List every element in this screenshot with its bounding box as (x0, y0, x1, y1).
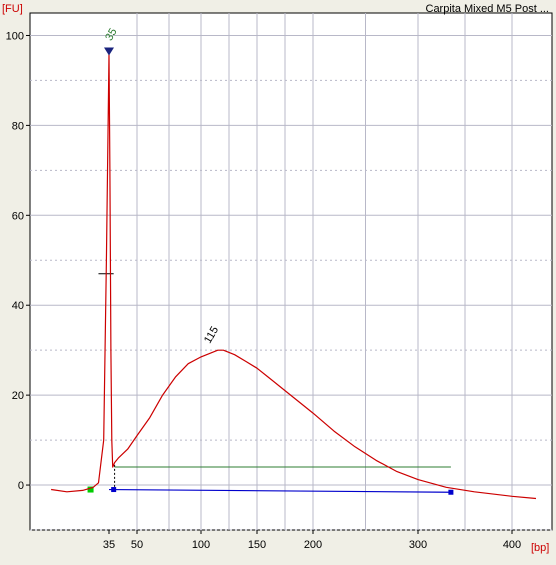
grid-lines (30, 13, 552, 531)
y-tick-label: 20 (12, 390, 24, 402)
peak-label: 35 (103, 26, 120, 43)
x-tick-label: 200 (304, 539, 322, 551)
y-tick-label: 100 (6, 30, 24, 42)
peak-marker-triangle (104, 47, 114, 56)
x-tick-label: 150 (248, 539, 266, 551)
region-start-point (111, 487, 117, 493)
x-axis: 35 50 100 150 200 300 400 (103, 530, 521, 551)
x-tick-label: 400 (503, 539, 521, 551)
x-tick-label: 300 (409, 539, 427, 551)
x-tick-label: 100 (192, 539, 210, 551)
y-tick-label: 60 (12, 210, 24, 222)
region-end-point (448, 489, 454, 495)
marker-lines (87, 273, 454, 495)
x-tick-label: 50 (131, 539, 143, 551)
lower-marker-point (87, 486, 94, 493)
x-tick-label: 35 (103, 539, 115, 551)
y-tick-label: 40 (12, 300, 24, 312)
x-axis-unit-label: [bp] (531, 542, 549, 554)
trace-line (51, 52, 537, 500)
y-tick-label: 0 (18, 480, 24, 492)
y-tick-label: 80 (12, 120, 24, 132)
baseline-line (108, 488, 451, 493)
series-layer (51, 52, 537, 500)
chart-title: Carpita Mixed M5 Post ... (426, 3, 550, 15)
y-axis: 0 20 40 60 80 100 (6, 30, 30, 492)
y-axis-unit-label: [FU] (2, 3, 23, 15)
